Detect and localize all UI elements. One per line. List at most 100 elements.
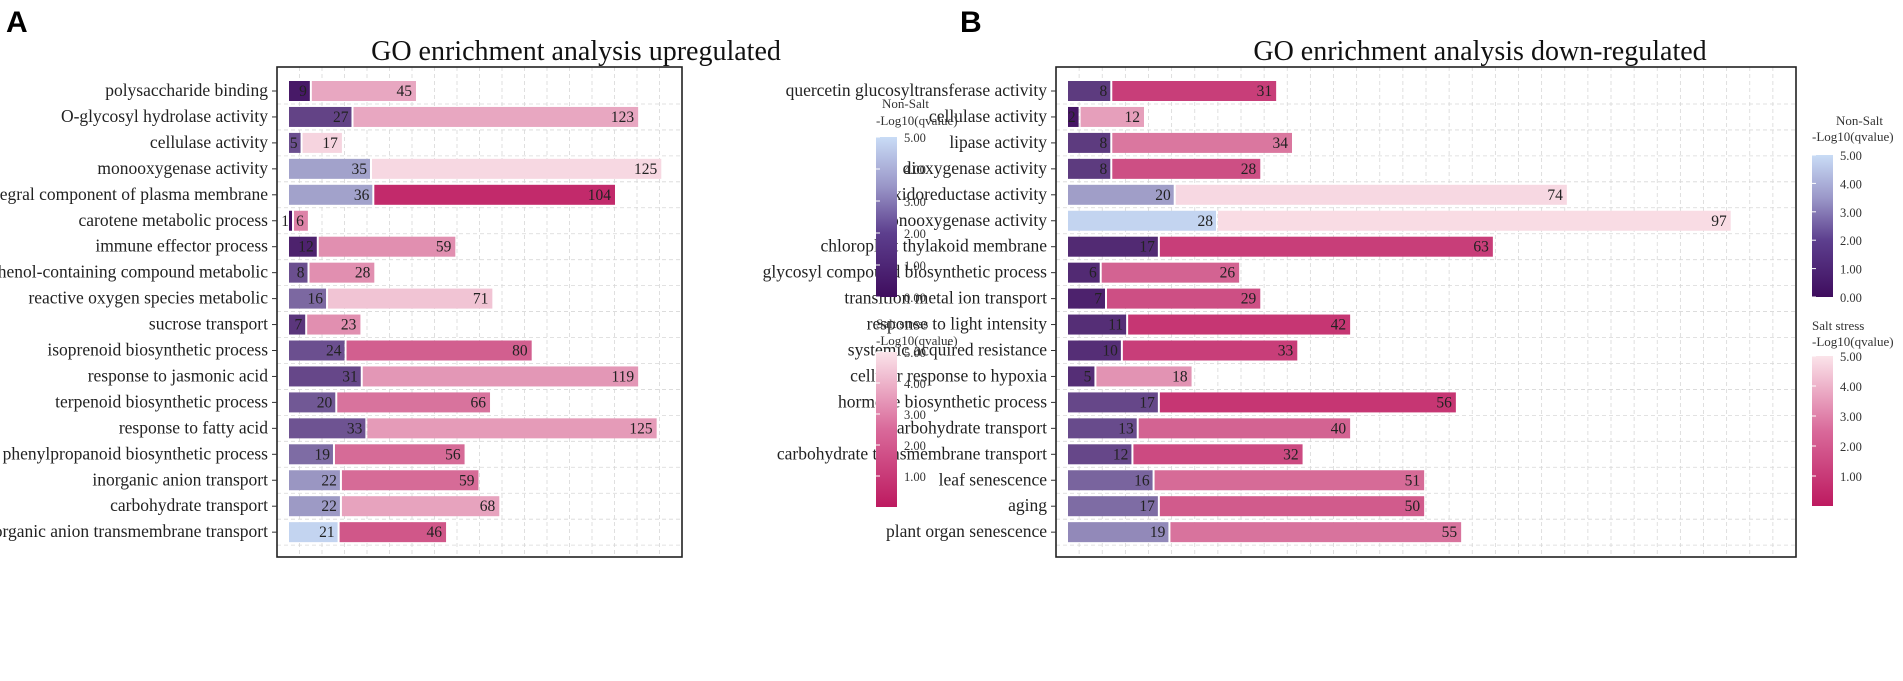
legend-tick-label: 4.00	[1840, 177, 1862, 191]
category-label: response to jasmonic acid	[88, 365, 269, 385]
plot-frame	[1055, 66, 1797, 558]
bar-nonsalt	[289, 132, 301, 153]
bar-nonsalt	[1068, 444, 1132, 465]
bar-nonsalt	[289, 340, 345, 361]
category-label: dioxygenase activity	[903, 158, 1048, 178]
bar-salt	[1101, 262, 1240, 283]
category-label: hormone biosynthetic process	[838, 391, 1047, 411]
value-label-nonsalt: 12	[298, 239, 314, 256]
chart-downregulated: quercetin glucosyltransferase activity 8 3…	[763, 66, 1797, 558]
value-label-nonsalt: 22	[321, 472, 337, 489]
value-label-salt: 29	[1241, 291, 1257, 308]
category-label: leaf senescence	[939, 469, 1048, 489]
value-label-salt: 32	[1283, 446, 1299, 463]
value-label-nonsalt: 20	[1155, 187, 1171, 204]
category-label: sucrose transport	[149, 314, 268, 334]
value-label-nonsalt: 28	[1198, 213, 1214, 230]
bar-salt	[309, 262, 375, 283]
value-label-salt: 46	[427, 524, 443, 541]
value-label-salt: 59	[459, 472, 475, 489]
category-label: systemic acquired resistance	[848, 340, 1047, 360]
bar-salt	[1218, 210, 1731, 231]
bar-salt	[367, 418, 657, 439]
category-label: monooxygenase activity	[97, 158, 268, 178]
legend-title-salt-a: Salt stress	[876, 316, 928, 331]
bar-salt	[1112, 158, 1261, 179]
legend-tick-label: 0.00	[904, 291, 926, 305]
bar-nonsalt	[1068, 392, 1158, 413]
category-label: response to light intensity	[867, 314, 1048, 334]
bar-nonsalt	[289, 81, 310, 101]
plot-frame	[276, 66, 683, 558]
category-label: reactive oxygen species metabolic	[28, 288, 268, 308]
category-label: terpenoid biosynthetic process	[55, 391, 268, 411]
value-label-salt: 26	[1220, 265, 1236, 282]
colorbar-nonsalt-a	[876, 137, 897, 297]
category-label: carbohydrate transmembrane transport	[777, 443, 1047, 463]
legend-subtitle-nonsalt-a: -Log10(qvalue)	[876, 113, 958, 128]
bar-salt	[1170, 522, 1462, 543]
bar-salt	[311, 81, 416, 101]
bar-nonsalt	[289, 496, 340, 517]
value-label-salt: 45	[396, 83, 412, 100]
category-label: O-glycosyl hydrolase activity	[61, 106, 268, 126]
legend-tick-label: 3.00	[904, 195, 926, 209]
bar-nonsalt	[1068, 81, 1111, 101]
value-label-nonsalt: 7	[294, 317, 302, 334]
bar-nonsalt	[1068, 158, 1111, 179]
legend-salt-downregulated: Salt stress -Log10(qvalue) 5.00 4.00 3.00 2…	[1812, 318, 1894, 506]
legend-tick-label: 4.00	[904, 377, 926, 391]
legend-title-nonsalt-b: Non-Salt	[1836, 113, 1883, 128]
category-label: quercetin glucosyltransferase activity	[786, 80, 1048, 100]
bar-salt	[302, 132, 342, 153]
legend-tick-label: 1.00	[904, 259, 926, 273]
value-label-nonsalt: 2	[1068, 109, 1076, 126]
bar-salt	[346, 340, 532, 361]
bar-nonsalt	[289, 262, 308, 283]
value-label-salt: 66	[471, 394, 487, 411]
bar-nonsalt	[289, 314, 306, 335]
value-label-salt: 59	[436, 239, 452, 256]
legend-title-salt-b: Salt stress	[1812, 318, 1864, 333]
bar-nonsalt	[1068, 522, 1169, 543]
legend-tick-label: 1.00	[1840, 263, 1862, 277]
value-label-salt: 71	[473, 291, 489, 308]
value-label-nonsalt: 19	[314, 446, 330, 463]
category-label: carbohydrate transport	[110, 495, 268, 515]
value-label-salt: 119	[611, 368, 634, 385]
bar-nonsalt	[1068, 314, 1127, 335]
value-label-salt: 23	[341, 317, 357, 334]
value-label-nonsalt: 5	[1084, 368, 1092, 385]
legend-tick-label: 2.00	[1840, 440, 1862, 454]
bar-nonsalt	[1068, 496, 1158, 517]
bar-salt	[1159, 236, 1493, 257]
panel-label-b: B	[960, 6, 982, 39]
bar-salt	[1159, 496, 1425, 517]
bar-salt	[341, 470, 479, 491]
bar-salt	[1175, 184, 1567, 205]
value-label-nonsalt: 16	[1134, 472, 1150, 489]
bar-nonsalt	[1068, 470, 1153, 491]
bar-nonsalt	[1068, 288, 1105, 309]
value-label-nonsalt: 9	[299, 83, 307, 100]
panel-label-a: A	[6, 6, 28, 39]
bar-salt	[1133, 444, 1303, 465]
legend-tick-label: 4.00	[904, 163, 926, 177]
legend-tick-label: 1.00	[904, 470, 926, 484]
legend-salt-upregulated: Salt stress -Log10(qvalue) 5.00 4.00 3.00 2…	[876, 316, 958, 507]
bar-salt	[307, 314, 361, 335]
bar-nonsalt	[289, 288, 327, 309]
bar-salt	[374, 184, 615, 205]
bar-nonsalt	[289, 470, 340, 491]
value-label-salt: 125	[629, 420, 653, 437]
bar-nonsalt	[289, 236, 317, 257]
value-label-salt: 50	[1405, 498, 1421, 515]
legend-tick-label: 5.00	[1840, 350, 1862, 364]
value-label-nonsalt: 21	[319, 524, 335, 541]
category-label: carotene metabolic process	[79, 210, 269, 230]
category-label: cellulase activity	[929, 106, 1047, 126]
category-label: cellulase activity	[150, 132, 268, 152]
legend-tick-label: 3.00	[904, 408, 926, 422]
value-label-nonsalt: 1	[281, 213, 289, 230]
bar-nonsalt	[1068, 106, 1079, 127]
